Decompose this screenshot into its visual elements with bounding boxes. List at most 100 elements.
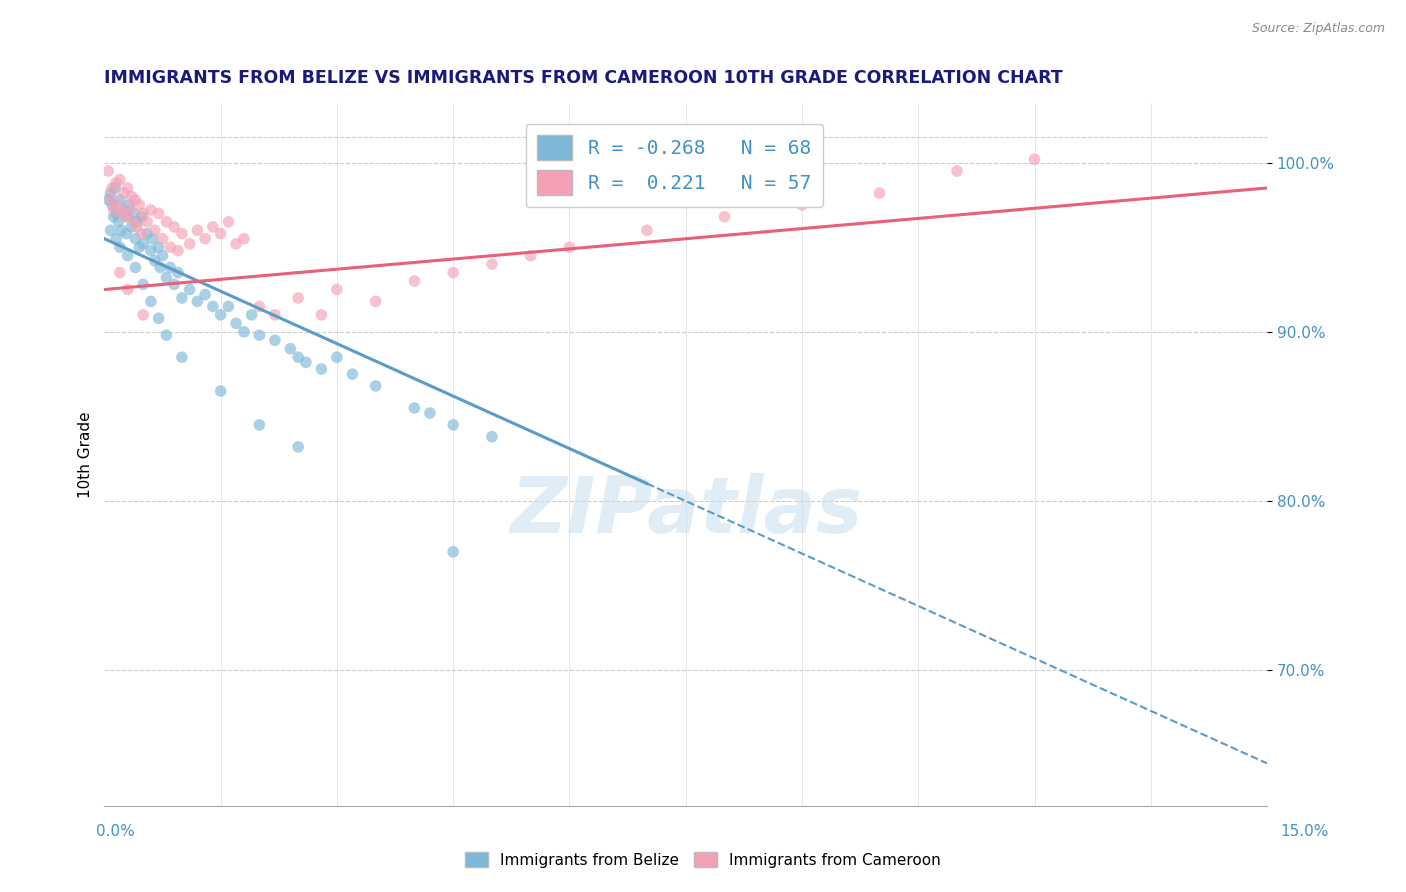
Point [225,316,247,330]
Text: IMMIGRANTS FROM BELIZE VS IMMIGRANTS FROM CAMEROON 10TH GRADE CORRELATION CHART: IMMIGRANTS FROM BELIZE VS IMMIGRANTS FRO… [104,69,1063,87]
Point [194,232,217,246]
Point [326,350,349,364]
Point [97,193,120,207]
Point [139,294,162,309]
Point [118,198,141,212]
Point [110,206,132,220]
Point [790,198,813,212]
Point [128,240,150,254]
Y-axis label: 10th Grade: 10th Grade [79,411,93,498]
Point [117,249,139,263]
Point [311,308,333,322]
Point [100,186,122,200]
Point [101,181,124,195]
Point [107,215,129,229]
Text: ZIPatlas: ZIPatlas [509,473,862,549]
Point [155,215,177,229]
Point [295,355,318,369]
Point [167,266,190,280]
Point [141,232,163,246]
Point [179,283,201,297]
Point [170,291,193,305]
Point [201,219,224,234]
Point [558,240,581,254]
Point [110,223,132,237]
Point [201,300,224,314]
Point [117,210,139,224]
Legend: R = -0.268   N = 68, R =  0.221   N = 57: R = -0.268 N = 68, R = 0.221 N = 57 [526,124,823,207]
Point [404,274,426,288]
Point [155,270,177,285]
Point [1024,152,1046,166]
Point [112,202,135,217]
Point [209,227,232,241]
Point [364,379,387,393]
Point [311,362,333,376]
Point [139,244,162,258]
Point [103,202,125,217]
Point [128,198,150,212]
Point [108,266,131,280]
Point [124,260,146,275]
Point [105,206,128,220]
Point [131,227,153,241]
Point [240,308,263,322]
Point [264,333,287,347]
Point [163,219,186,234]
Point [107,198,129,212]
Point [869,186,891,200]
Point [636,223,658,237]
Point [104,181,127,195]
Point [132,277,155,292]
Point [247,328,270,343]
Point [108,172,131,186]
Point [326,283,349,297]
Point [105,232,128,246]
Point [121,219,143,234]
Point [132,236,155,251]
Point [155,328,177,343]
Text: 15.0%: 15.0% [1281,824,1329,838]
Point [186,223,208,237]
Point [167,244,190,258]
Point [125,219,148,234]
Point [232,325,254,339]
Point [152,232,174,246]
Point [217,215,239,229]
Point [170,227,193,241]
Text: 0.0%: 0.0% [96,824,135,838]
Point [264,308,287,322]
Point [404,401,426,415]
Point [170,350,193,364]
Point [148,311,170,326]
Point [342,367,364,381]
Point [149,260,172,275]
Point [139,202,162,217]
Point [108,193,131,207]
Point [481,257,503,271]
Point [115,210,138,224]
Point [159,260,181,275]
Point [364,294,387,309]
Point [159,240,181,254]
Point [125,215,148,229]
Point [124,193,146,207]
Point [122,206,145,220]
Point [148,206,170,220]
Point [143,253,166,268]
Point [217,300,239,314]
Point [441,417,464,432]
Point [136,215,159,229]
Point [232,232,254,246]
Point [209,384,232,398]
Point [419,406,441,420]
Point [287,291,309,305]
Point [131,210,153,224]
Point [152,249,174,263]
Point [280,342,302,356]
Point [287,440,309,454]
Point [225,236,247,251]
Point [441,266,464,280]
Point [179,236,201,251]
Legend: Immigrants from Belize, Immigrants from Cameroon: Immigrants from Belize, Immigrants from … [458,846,948,873]
